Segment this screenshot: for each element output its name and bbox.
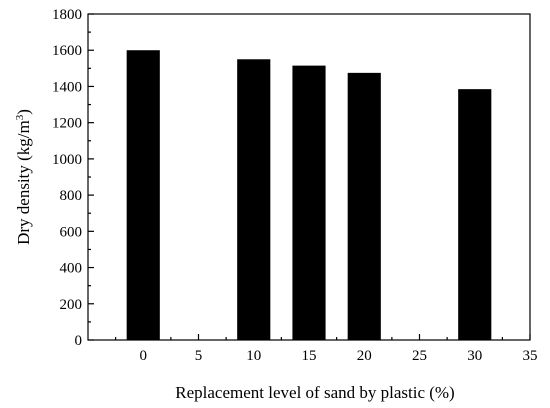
x-tick-label: 5 xyxy=(195,348,203,364)
tick-labels-group: 0 200 400 600 800 1000 1200 1400 1600 1800 0 5 10 15 2… xyxy=(52,7,538,364)
x-axis-title: Replacement level of sand by plastic (%) xyxy=(175,383,454,402)
bar-15 xyxy=(292,65,326,340)
y-axis-title-close: ) xyxy=(14,109,33,115)
y-axis-title-sup: 3 xyxy=(14,114,26,120)
y-tick-label: 1000 xyxy=(52,152,82,168)
y-tick-label: 0 xyxy=(75,333,83,349)
bar-0 xyxy=(126,50,160,340)
x-tick-label: 15 xyxy=(302,348,317,364)
y-tick-label: 1200 xyxy=(52,116,82,132)
y-tick-label: 800 xyxy=(60,188,83,204)
bars-group xyxy=(126,50,492,341)
y-axis-title: Dry density (kg/m3) xyxy=(14,109,33,245)
y-tick-label: 1800 xyxy=(52,7,82,23)
bar-10 xyxy=(237,59,271,341)
x-tick-label: 25 xyxy=(412,348,427,364)
bar-30 xyxy=(458,89,492,341)
y-tick-label: 1600 xyxy=(52,43,82,59)
bar-20 xyxy=(347,72,381,340)
x-tick-label: 30 xyxy=(467,348,482,364)
y-tick-label: 200 xyxy=(60,297,83,313)
x-tick-label: 35 xyxy=(523,348,538,364)
y-tick-label: 600 xyxy=(60,224,83,240)
x-tick-label: 0 xyxy=(140,348,148,364)
x-tick-label: 20 xyxy=(357,348,372,364)
x-tick-label: 10 xyxy=(246,348,261,364)
y-tick-label: 400 xyxy=(60,261,83,277)
ticks-group xyxy=(88,13,531,341)
y-axis-title-main: Dry density (kg/m xyxy=(14,120,33,245)
y-tick-label: 1400 xyxy=(52,79,82,95)
